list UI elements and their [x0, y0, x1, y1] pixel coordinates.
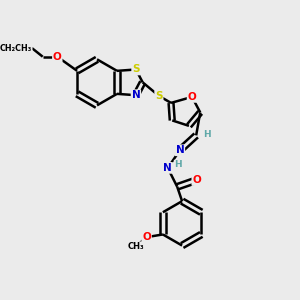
Text: N: N — [131, 90, 140, 100]
Text: S: S — [155, 91, 163, 101]
Text: O: O — [188, 92, 196, 102]
Text: N: N — [164, 163, 172, 173]
Text: CH₃: CH₃ — [128, 242, 144, 251]
Text: H: H — [203, 130, 211, 139]
Text: O: O — [53, 52, 62, 62]
Text: O: O — [142, 232, 151, 242]
Text: N: N — [176, 145, 184, 155]
Text: CH₂CH₃: CH₂CH₃ — [0, 44, 32, 52]
Text: H: H — [174, 160, 182, 169]
Text: S: S — [132, 64, 140, 74]
Text: O: O — [192, 175, 201, 185]
